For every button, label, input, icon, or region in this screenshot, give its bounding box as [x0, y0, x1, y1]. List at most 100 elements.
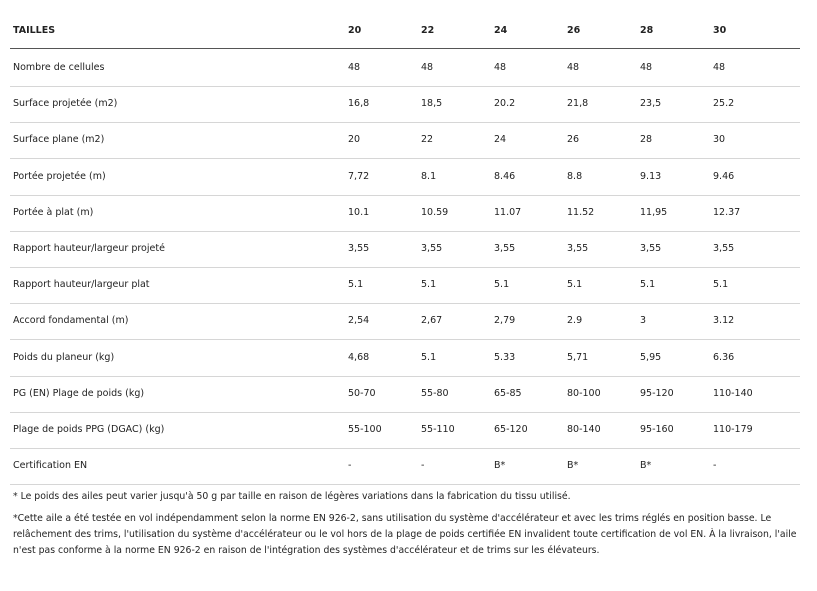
value-cell: 48	[348, 62, 361, 73]
value-cell: 110-179	[713, 424, 753, 435]
row-label: Surface plane (m2)	[13, 134, 105, 146]
value-cell: 95-120	[640, 387, 674, 399]
row-rule	[10, 122, 800, 124]
row-label: Poids du planeur (kg)	[13, 351, 115, 363]
value-cell: 5.1	[421, 279, 437, 291]
value-cell: 5.33	[494, 351, 516, 363]
row-rule	[10, 375, 800, 377]
row-label: PG (EN) Plage de poids (kg)	[13, 387, 145, 399]
value-cell: 3,55	[713, 243, 735, 254]
value-cell: 5.1	[567, 279, 583, 291]
value-cell: 48	[421, 62, 434, 73]
value-cell: 3.12	[713, 315, 735, 327]
value-cell: 3,55	[494, 243, 516, 254]
row-label: Accord fondamental (m)	[13, 315, 129, 327]
row-rule	[10, 448, 800, 449]
value-cell: 5.1	[421, 351, 437, 363]
value-cell: -	[421, 460, 425, 472]
value-cell: -	[713, 460, 717, 472]
value-cell: 21,8	[567, 98, 589, 110]
row-label: Rapport hauteur/largeur projeté	[13, 243, 165, 254]
value-cell: 4,68	[348, 351, 370, 363]
value-cell: 2,79	[494, 315, 516, 327]
value-cell: 11,95	[640, 206, 668, 218]
value-cell: 5.1	[713, 279, 729, 291]
value-cell: 48	[640, 62, 653, 73]
value-cell: 20	[348, 134, 361, 146]
value-cell: 48	[494, 62, 507, 73]
header-rule	[10, 48, 800, 49]
value-cell: 3,55	[421, 243, 443, 254]
value-cell: 10.1	[348, 206, 370, 218]
row-label: Certification EN	[13, 460, 88, 472]
row-label: Nombre de cellules	[13, 62, 105, 73]
value-cell: 55-110	[421, 424, 455, 435]
row-rule	[10, 230, 800, 232]
value-cell: 50-70	[348, 387, 376, 399]
value-cell: 12.37	[713, 206, 741, 218]
header-cell: 26	[567, 25, 581, 36]
value-cell: 55-80	[421, 387, 449, 399]
value-cell: 30	[713, 134, 726, 146]
value-cell: 23,5	[640, 98, 662, 110]
value-cell: 9.46	[713, 170, 735, 182]
value-cell: 2.9	[567, 315, 583, 327]
value-cell: 95-160	[640, 424, 674, 435]
value-cell: 48	[713, 62, 726, 73]
row-label: Surface projetée (m2)	[13, 98, 118, 110]
value-cell: 3	[640, 315, 647, 327]
value-cell: 5.1	[348, 279, 364, 291]
value-cell: 65-85	[494, 387, 522, 399]
value-cell: 20.2	[494, 98, 516, 110]
header-cell: 22	[421, 25, 435, 36]
note: *Cette aile a été testée en vol indépend…	[13, 513, 797, 556]
value-cell: 110-140	[713, 387, 753, 399]
value-cell: 80-140	[567, 424, 601, 435]
value-cell: 48	[567, 62, 580, 73]
row-rule	[10, 194, 800, 196]
value-cell: 25.2	[713, 98, 735, 110]
row-label: Rapport hauteur/largeur plat	[13, 279, 150, 291]
value-cell: 5,71	[567, 351, 589, 363]
note: * Le poids des ailes peut varier jusqu'à…	[13, 491, 571, 502]
header-cell: 24	[494, 25, 508, 36]
value-cell: 18,5	[421, 98, 443, 110]
value-cell: 11.07	[494, 206, 522, 218]
row-rule	[10, 484, 800, 486]
header-cell: 28	[640, 25, 654, 36]
value-cell: 5.1	[494, 279, 510, 291]
value-cell: 5,95	[640, 351, 662, 363]
value-cell: 24	[494, 134, 507, 146]
value-cell: 22	[421, 134, 434, 146]
value-cell: 28	[640, 134, 653, 146]
value-cell: B*	[640, 460, 652, 472]
row-rule	[10, 411, 800, 413]
row-label: Portée projetée (m)	[13, 170, 106, 182]
value-cell: 3,55	[640, 243, 662, 254]
row-rule	[10, 303, 800, 305]
value-cell: 8.8	[567, 170, 583, 182]
row-label: Plage de poids PPG (DGAC) (kg)	[13, 424, 165, 435]
row-rule	[10, 339, 800, 341]
value-cell: B*	[494, 460, 506, 472]
row-label: Portée à plat (m)	[13, 206, 94, 218]
header-cell: 30	[713, 25, 727, 36]
value-cell: 6.36	[713, 351, 735, 363]
value-cell: B*	[567, 460, 579, 472]
value-cell: 11.52	[567, 206, 595, 218]
value-cell: 26	[567, 134, 580, 146]
value-cell: 8.46	[494, 170, 516, 182]
header-cell: TAILLES	[13, 25, 56, 36]
value-cell: 3,55	[348, 243, 370, 254]
row-rule	[10, 267, 800, 268]
value-cell: 65-120	[494, 424, 528, 435]
value-cell: -	[348, 460, 352, 472]
value-cell: 10.59	[421, 206, 449, 218]
value-cell: 55-100	[348, 424, 382, 435]
header-cell: 20	[348, 25, 362, 36]
value-cell: 7,72	[348, 170, 370, 182]
value-cell: 80-100	[567, 387, 601, 399]
value-cell: 2,67	[421, 315, 443, 327]
value-cell: 9.13	[640, 170, 662, 182]
